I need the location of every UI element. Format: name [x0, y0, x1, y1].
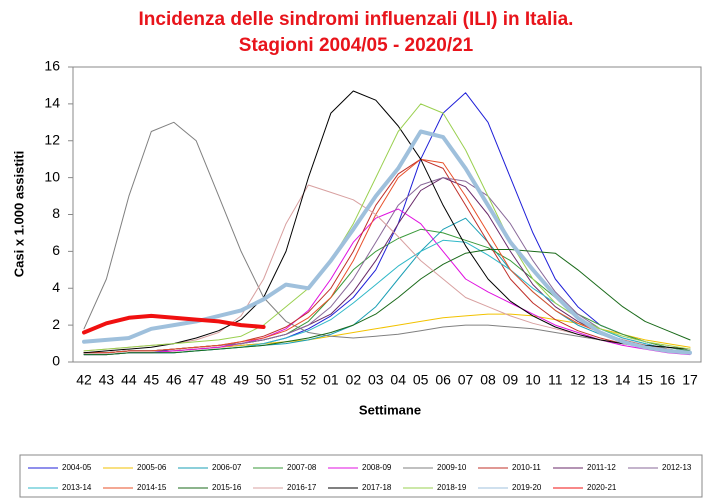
x-tick-label: 17: [682, 372, 698, 388]
legend-label: 2017-18: [362, 483, 392, 492]
x-tick-label: 48: [211, 372, 227, 388]
x-tick-label: 06: [435, 372, 451, 388]
x-tick-label: 47: [188, 372, 204, 388]
legend-label: 2008-09: [362, 463, 392, 472]
x-tick-label: 16: [660, 372, 676, 388]
legend-label: 2014-15: [137, 483, 167, 492]
legend-label: 2013-14: [62, 483, 92, 492]
legend-label: 2007-08: [287, 463, 317, 472]
series-line: [83, 90, 691, 354]
x-tick-label: 42: [76, 372, 92, 388]
legend-label: 2004-05: [62, 463, 92, 472]
series-line: [83, 208, 691, 356]
series-line: [83, 249, 691, 356]
x-tick-label: 51: [278, 372, 294, 388]
y-tick-label: 14: [44, 95, 60, 111]
legend-label: 2019-20: [512, 483, 542, 492]
x-tick-label: 45: [144, 372, 160, 388]
series-line: [83, 121, 691, 354]
x-tick-label: 08: [480, 372, 496, 388]
x-tick-label: 14: [615, 372, 631, 388]
x-axis-label: Settimane: [359, 402, 421, 417]
y-tick-label: 2: [52, 316, 60, 332]
x-tick-label: 43: [99, 372, 115, 388]
series-line: [83, 103, 691, 352]
x-tick-label: 01: [323, 372, 339, 388]
legend-label: 2016-17: [287, 483, 317, 492]
x-tick-label: 07: [458, 372, 474, 388]
y-tick-label: 8: [52, 205, 60, 221]
x-tick-label: 02: [346, 372, 362, 388]
x-tick-label: 12: [570, 372, 586, 388]
x-tick-label: 11: [548, 372, 563, 388]
legend-label: 2009-10: [437, 463, 467, 472]
legend-label: 2011-12: [587, 463, 616, 472]
series-line: [83, 158, 691, 354]
x-tick-label: 05: [413, 372, 429, 388]
legend-label: 2018-19: [437, 483, 467, 492]
chart-title: Incidenza delle sindromi influenzali (IL…: [139, 9, 574, 30]
series-line: [82, 129, 692, 355]
x-tick-label: 49: [233, 372, 249, 388]
y-tick-label: 6: [52, 242, 60, 258]
x-tick-label: 52: [301, 372, 317, 388]
legend-label: 2020-21: [587, 483, 617, 492]
x-tick-label: 46: [166, 372, 182, 388]
x-tick-label: 09: [503, 372, 519, 388]
legend-label: 2006-07: [212, 463, 242, 472]
y-tick-label: 12: [44, 131, 60, 147]
x-tick-label: 44: [121, 372, 137, 388]
x-tick-label: 13: [592, 372, 608, 388]
legend-label: 2015-16: [212, 483, 242, 492]
y-tick-label: 0: [52, 353, 60, 369]
x-tick-label: 15: [637, 372, 653, 388]
y-tick-label: 16: [44, 58, 60, 74]
series-line: [82, 313, 266, 335]
x-tick-label: 04: [390, 372, 406, 388]
chart-subtitle: Stagioni 2004/05 - 2020/21: [239, 35, 474, 56]
x-tick-label: 50: [256, 372, 272, 388]
legend-label: 2005-06: [137, 463, 167, 472]
y-axis-label: Casi x 1.000 assistiti: [11, 151, 26, 277]
legend-label: 2012-13: [662, 463, 692, 472]
y-tick-label: 10: [44, 168, 60, 184]
legend-box: [19, 454, 703, 498]
y-tick-label: 4: [52, 279, 60, 295]
x-tick-label: 10: [525, 372, 541, 388]
x-tick-label: 03: [368, 372, 384, 388]
legend-label: 2010-11: [512, 463, 541, 472]
